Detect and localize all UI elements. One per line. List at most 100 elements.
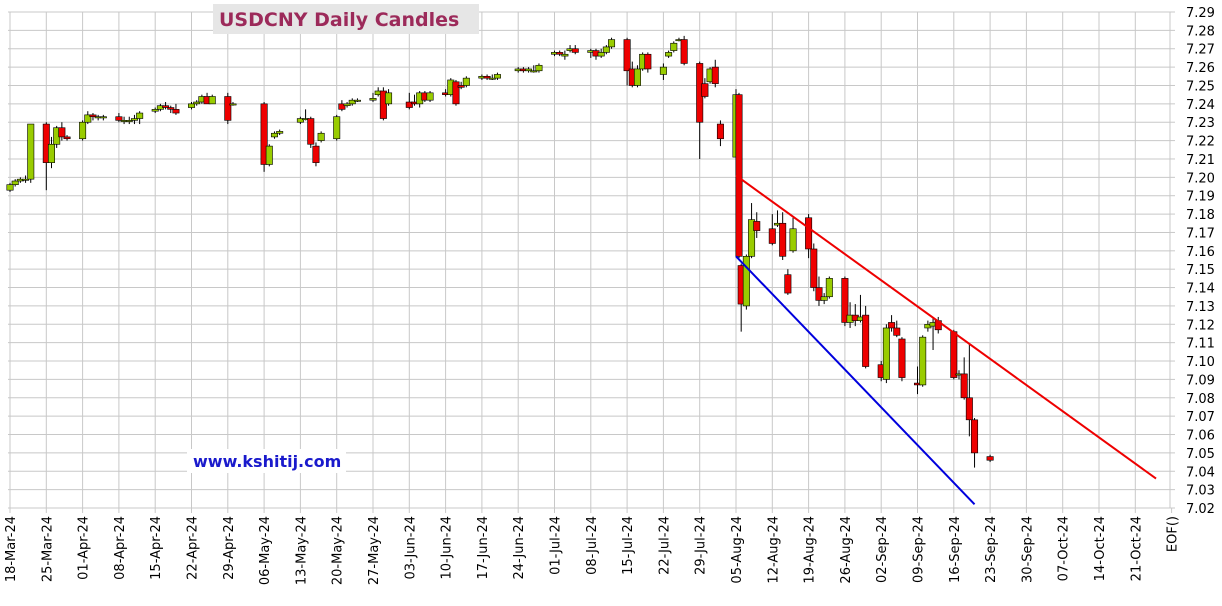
candle xyxy=(338,100,346,112)
candle-body-up xyxy=(188,103,196,108)
x-tick-label: 08-Jul-24 xyxy=(585,516,600,575)
candle xyxy=(960,357,968,400)
x-tick-label: 21-Oct-24 xyxy=(1129,516,1144,581)
candle-body-up xyxy=(530,70,538,73)
candle xyxy=(784,269,792,295)
candle xyxy=(644,52,652,73)
candle xyxy=(462,76,470,88)
candle-body-up xyxy=(426,92,434,101)
candle-body-down xyxy=(716,123,724,140)
candle-body-up xyxy=(343,103,351,106)
y-axis-labels: 7.29 7.28 7.27 7.26 7.25 7.24 7.23 7.22 7.21 7.20… xyxy=(1186,6,1215,517)
candle xyxy=(986,454,994,463)
y-tick-label: 7.19 xyxy=(1186,190,1215,205)
candle xyxy=(825,276,833,299)
candle xyxy=(151,107,159,114)
candle-body-up xyxy=(665,52,673,57)
support-trendline xyxy=(735,255,976,506)
y-tick-label: 7.28 xyxy=(1186,24,1215,39)
candle xyxy=(99,114,107,121)
candle xyxy=(779,212,787,260)
candle-body-down xyxy=(115,116,123,121)
candle-body-up xyxy=(130,118,138,121)
y-tick-label: 7.09 xyxy=(1186,373,1215,388)
candle xyxy=(789,217,797,253)
candle-body-down xyxy=(893,327,901,336)
y-tick-label: 7.29 xyxy=(1186,6,1215,21)
candle-body-down xyxy=(63,136,71,140)
candle xyxy=(84,111,92,125)
candle xyxy=(820,293,828,305)
candle-body-down xyxy=(701,83,709,97)
candle xyxy=(27,123,35,183)
candle-body-up xyxy=(385,92,393,105)
candle xyxy=(965,344,973,437)
candle xyxy=(130,114,138,125)
candle-body-down xyxy=(784,274,792,294)
candle xyxy=(125,116,133,125)
candle-body-up xyxy=(265,145,273,165)
candle-body-down xyxy=(965,397,973,421)
x-tick-label: 01-Jul-24 xyxy=(549,516,564,575)
candle-body-down xyxy=(898,338,906,378)
candle xyxy=(317,131,325,143)
candle xyxy=(58,122,66,141)
y-tick-label: 7.15 xyxy=(1186,263,1215,278)
candle-body-up xyxy=(193,101,201,105)
y-tick-label: 7.27 xyxy=(1186,43,1215,58)
candle xyxy=(623,37,631,86)
trendlines xyxy=(735,174,1157,506)
candle-body-up xyxy=(276,131,284,134)
candle xyxy=(493,72,501,80)
candle-body-up xyxy=(348,99,356,105)
y-tick-label: 7.05 xyxy=(1186,447,1215,462)
x-axis-labels: 18-Mar-24 25-Mar-24 01-Apr-24 08-Apr-24 15-A… xyxy=(4,516,1181,585)
candle xyxy=(483,74,491,80)
x-tick-label: 22-Apr-24 xyxy=(186,516,201,580)
candle-body-down xyxy=(779,222,787,257)
candle xyxy=(307,116,315,148)
x-tick-label: 10-Jun-24 xyxy=(440,516,455,580)
candle-body-up xyxy=(919,336,927,386)
candle xyxy=(805,214,813,259)
x-tick-label: 23-Sep-24 xyxy=(984,516,999,583)
candle-body-down xyxy=(841,278,849,323)
candle xyxy=(79,120,87,141)
candle-body-down xyxy=(805,217,813,250)
candle-body-down xyxy=(815,287,823,301)
candle-body-up xyxy=(47,143,55,163)
candle xyxy=(571,45,579,55)
chart-title: USDCNY Daily Candles xyxy=(219,9,459,31)
x-tick-label: 12-Aug-24 xyxy=(766,516,781,584)
watermark-background xyxy=(187,449,346,473)
y-tick-label: 7.12 xyxy=(1186,318,1215,333)
candle-body-down xyxy=(452,81,460,105)
candle-body-down xyxy=(379,90,387,119)
candle-body-up xyxy=(748,219,756,257)
candle xyxy=(6,182,14,193)
candle-body-up xyxy=(825,278,833,298)
candle xyxy=(742,254,750,310)
candle-body-up xyxy=(369,98,377,101)
x-tick-label: 14-Oct-24 xyxy=(1093,516,1108,581)
candle xyxy=(265,144,273,167)
candle xyxy=(898,337,906,382)
watermark-link[interactable]: www.kshitij.com xyxy=(193,452,341,471)
candle-body-down xyxy=(735,94,743,257)
candle xyxy=(167,105,175,114)
candle xyxy=(42,122,50,191)
candle xyxy=(711,59,719,88)
y-tick-label: 7.16 xyxy=(1186,245,1215,260)
candle xyxy=(193,100,201,106)
candle xyxy=(950,329,958,380)
y-tick-label: 7.06 xyxy=(1186,429,1215,444)
y-tick-label: 7.24 xyxy=(1186,98,1215,113)
candle xyxy=(530,65,538,73)
candle xyxy=(296,116,304,125)
candle xyxy=(735,92,743,259)
candle-body-down xyxy=(810,248,818,288)
candle-body-up xyxy=(670,42,678,51)
y-tick-label: 7.17 xyxy=(1186,226,1215,241)
candle-body-down xyxy=(960,373,968,399)
